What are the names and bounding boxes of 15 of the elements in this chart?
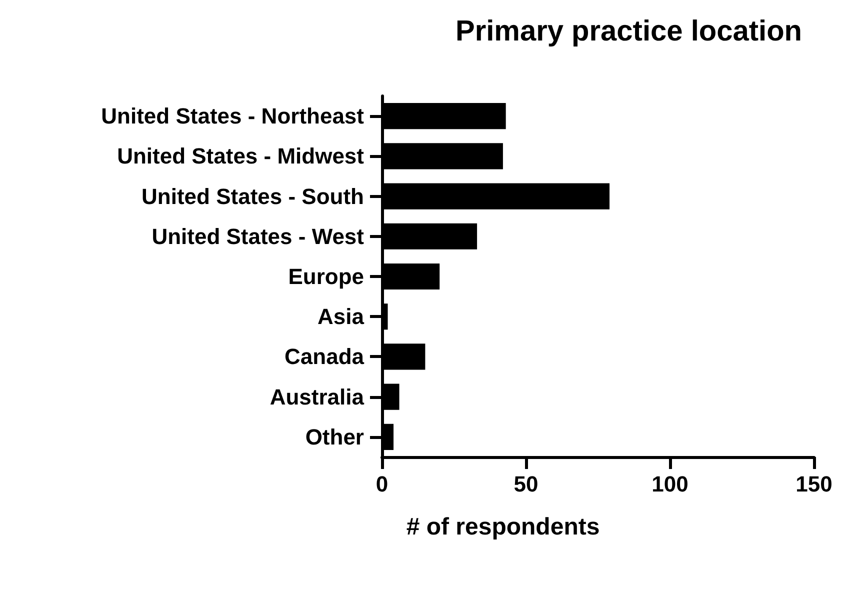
y-tick-label: Europe xyxy=(288,264,364,289)
x-axis-title: # of respondents xyxy=(406,514,600,540)
y-tick-label: Other xyxy=(305,424,364,450)
y-tick-label: United States - Midwest xyxy=(117,144,365,169)
y-tick-label: Australia xyxy=(270,384,365,410)
y-tick-label: United States - South xyxy=(142,184,364,209)
y-tick-label: Canada xyxy=(284,344,365,370)
x-tick-label: 50 xyxy=(514,472,538,496)
y-tick-label: United States - West xyxy=(152,224,365,249)
x-tick-label: 150 xyxy=(796,472,832,496)
chart-title: Primary practice location xyxy=(455,16,802,48)
y-tick-label: Asia xyxy=(318,304,365,330)
x-tick-label: 100 xyxy=(652,472,688,496)
x-tick-label: 0 xyxy=(376,472,388,496)
y-tick-label: United States - Northeast xyxy=(101,104,365,129)
